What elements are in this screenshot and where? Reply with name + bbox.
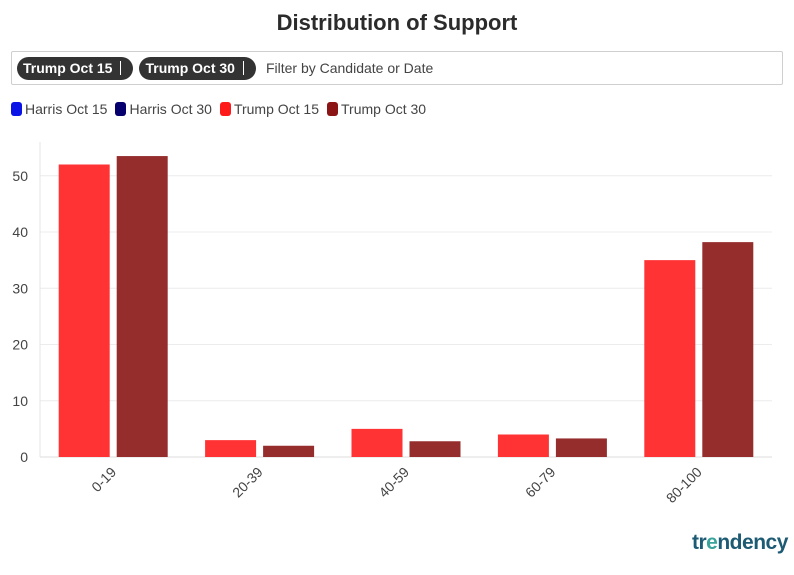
y-tick-label: 10 bbox=[12, 393, 28, 409]
y-tick-label: 30 bbox=[12, 280, 28, 296]
filter-chip-label: Trump Oct 15 bbox=[23, 60, 113, 76]
remove-chip-icon[interactable] bbox=[242, 61, 244, 75]
bar-trump-oct-30-80-100 bbox=[702, 242, 754, 457]
filter-input[interactable] bbox=[263, 59, 568, 77]
filter-chip-trump-oct-30[interactable]: Trump Oct 30 bbox=[139, 56, 256, 80]
bar-trump-oct-15-40-59 bbox=[351, 428, 403, 457]
bar-trump-oct-30-0-19 bbox=[116, 156, 168, 457]
legend-swatch bbox=[219, 102, 231, 116]
bar-trump-oct-30-60-79 bbox=[555, 438, 607, 457]
chart-title: Distribution of Support bbox=[276, 10, 518, 35]
x-tick-label: 20-39 bbox=[229, 464, 266, 501]
y-tick-label: 50 bbox=[12, 168, 28, 184]
bar-trump-oct-30-20-39 bbox=[263, 445, 315, 457]
legend-item-trump-oct-30[interactable]: Trump Oct 30 bbox=[327, 101, 426, 117]
legend-swatch bbox=[11, 102, 22, 116]
remove-chip-icon[interactable] bbox=[120, 61, 122, 75]
filter-chip-trump-oct-15[interactable]: Trump Oct 15 bbox=[17, 56, 134, 80]
legend-item-harris-oct-15[interactable]: Harris Oct 15 bbox=[11, 101, 107, 117]
x-tick-label: 40-59 bbox=[375, 464, 412, 501]
legend-label: Trump Oct 30 bbox=[341, 101, 427, 117]
y-tick-label: 0 bbox=[20, 449, 28, 465]
x-tick-label: 0-19 bbox=[88, 464, 119, 495]
bar-trump-oct-15-60-79 bbox=[497, 434, 549, 457]
filter-chip-label: Trump Oct 30 bbox=[145, 60, 235, 76]
legend-item-trump-oct-15[interactable]: Trump Oct 15 bbox=[219, 101, 319, 117]
bar-trump-oct-15-80-100 bbox=[644, 260, 696, 457]
legend-swatch bbox=[115, 102, 127, 116]
bar-trump-oct-15-0-19 bbox=[58, 164, 110, 457]
trendency-logo: trendency bbox=[692, 531, 788, 554]
y-tick-label: 40 bbox=[12, 224, 28, 240]
x-tick-label: 60-79 bbox=[522, 464, 559, 501]
legend-label: Trump Oct 15 bbox=[233, 101, 319, 117]
legend: Harris Oct 15 Harris Oct 30 Trump Oct 15… bbox=[11, 101, 434, 117]
y-tick-label: 20 bbox=[12, 337, 28, 353]
legend-label: Harris Oct 15 bbox=[25, 101, 108, 117]
legend-item-harris-oct-30[interactable]: Harris Oct 30 bbox=[115, 101, 212, 117]
legend-swatch bbox=[327, 102, 338, 116]
x-tick-label: 80-100 bbox=[663, 464, 705, 506]
bar-trump-oct-15-20-39 bbox=[205, 440, 257, 457]
legend-label: Harris Oct 30 bbox=[129, 101, 212, 117]
filter-bar[interactable]: Trump Oct 15 Trump Oct 30 bbox=[11, 51, 783, 85]
bar-trump-oct-30-40-59 bbox=[409, 441, 461, 457]
